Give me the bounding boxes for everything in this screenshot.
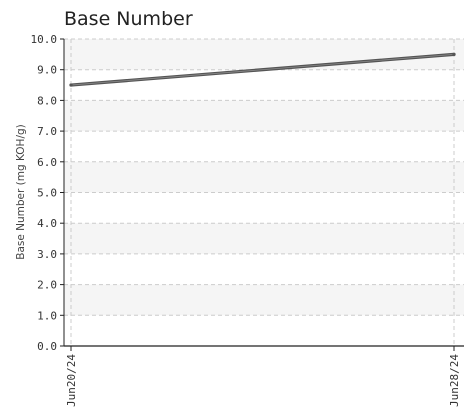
y-tick-label: 7.0: [37, 125, 57, 138]
y-tick-label: 4.0: [37, 217, 57, 230]
data-point: [69, 83, 73, 87]
y-axis-label: Base Number (mg KOH/g): [15, 124, 27, 260]
y-tick-labels: 0.0 1.0 2.0 3.0 4.0 5.0 6.0 7.0 8.0 9.0 10.0: [31, 33, 58, 353]
data-point: [452, 52, 456, 56]
x-tick-label: Jun20/24: [65, 354, 78, 407]
y-tick-label: 9.0: [37, 64, 57, 77]
background-band: [64, 39, 464, 70]
x-tick-labels: Jun20/24 Jun28/24: [65, 354, 461, 407]
background-band: [64, 284, 464, 316]
y-tick-label: 5.0: [37, 187, 57, 200]
background-bands: [64, 39, 464, 316]
y-tick-label: 10.0: [31, 33, 58, 46]
series-layer: [69, 52, 456, 87]
y-tick-label: 2.0: [37, 279, 57, 292]
x-tick-label: Jun28/24: [448, 354, 461, 407]
y-tick-label: 3.0: [37, 248, 57, 261]
background-band: [64, 100, 464, 132]
y-tick-label: 1.0: [37, 309, 57, 322]
y-tick-label: 6.0: [37, 156, 57, 169]
background-band: [64, 223, 464, 254]
background-band: [64, 161, 464, 193]
gridlines: [64, 38, 464, 346]
axes: [60, 38, 464, 351]
y-tick-label: 8.0: [37, 94, 57, 107]
series-line-highlight: [70, 53, 455, 86]
chart-title: Base Number: [64, 8, 193, 30]
y-tick-label: 0.0: [37, 340, 57, 353]
